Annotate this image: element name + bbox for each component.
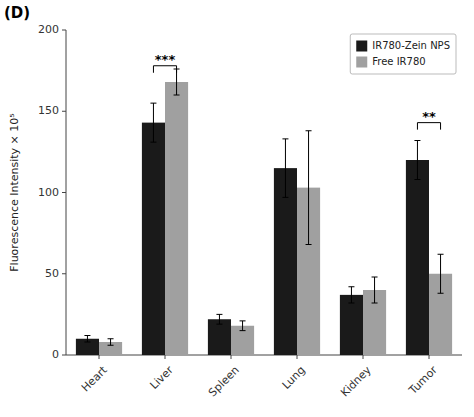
bar: [142, 123, 165, 355]
x-tick-label: Lung: [280, 364, 308, 392]
legend-swatch: [356, 57, 367, 68]
error-bar: [108, 339, 114, 346]
error-bar: [414, 141, 420, 180]
y-tick: [62, 111, 66, 112]
y-tick: [62, 30, 66, 31]
y-axis-label: Fluorescence Intensity × 10⁵: [8, 113, 21, 271]
significance-label: ***: [155, 52, 176, 67]
panel-label: (D): [4, 4, 30, 22]
y-tick-label: 0: [52, 348, 59, 361]
plot-area: [76, 69, 452, 355]
x-tick-label: Spleen: [206, 364, 242, 400]
y-tick-label: 50: [45, 267, 59, 280]
bar: [406, 160, 429, 355]
x-tick: [429, 355, 430, 359]
y-tick: [62, 192, 66, 193]
error-bar: [438, 254, 444, 293]
error-bar: [372, 277, 378, 303]
x-tick-label: Liver: [148, 363, 177, 392]
x-tick-label: Tumor: [406, 363, 440, 397]
error-bar: [174, 69, 180, 95]
y-tick-label: 150: [38, 104, 59, 117]
y-tick-label: 100: [38, 186, 59, 199]
y-tick: [62, 355, 66, 356]
error-bar: [240, 321, 246, 331]
bar: [165, 82, 188, 355]
y-tick: [62, 273, 66, 274]
x-tick: [165, 355, 166, 359]
x-axis-line: [66, 355, 462, 356]
x-tick: [231, 355, 232, 359]
legend: IR780-Zein NPS Free IR780: [350, 34, 456, 74]
error-bar: [348, 287, 354, 303]
x-tick: [363, 355, 364, 359]
chart: 0 50 100 150 200 Fluorescence Intensity × 10⁵…: [0, 0, 474, 417]
legend-box: [350, 34, 456, 74]
x-tick: [99, 355, 100, 359]
error-bar: [84, 336, 90, 343]
y-tick-label: 200: [38, 23, 59, 36]
x-tick: [297, 355, 298, 359]
error-bar: [306, 131, 312, 245]
legend-label: Free IR780: [372, 56, 425, 67]
legend-label: IR780-Zein NPS: [372, 40, 450, 51]
significance-bracket: [417, 123, 440, 130]
error-bar: [282, 139, 288, 198]
significance-bracket: [153, 66, 176, 73]
error-bar: [150, 103, 156, 142]
legend-swatch: [356, 41, 367, 52]
x-tick-label: Heart: [79, 363, 110, 394]
error-bar: [216, 314, 222, 324]
x-tick-label: Kidney: [338, 363, 374, 399]
bar: [340, 295, 363, 355]
significance-label: **: [422, 109, 436, 124]
